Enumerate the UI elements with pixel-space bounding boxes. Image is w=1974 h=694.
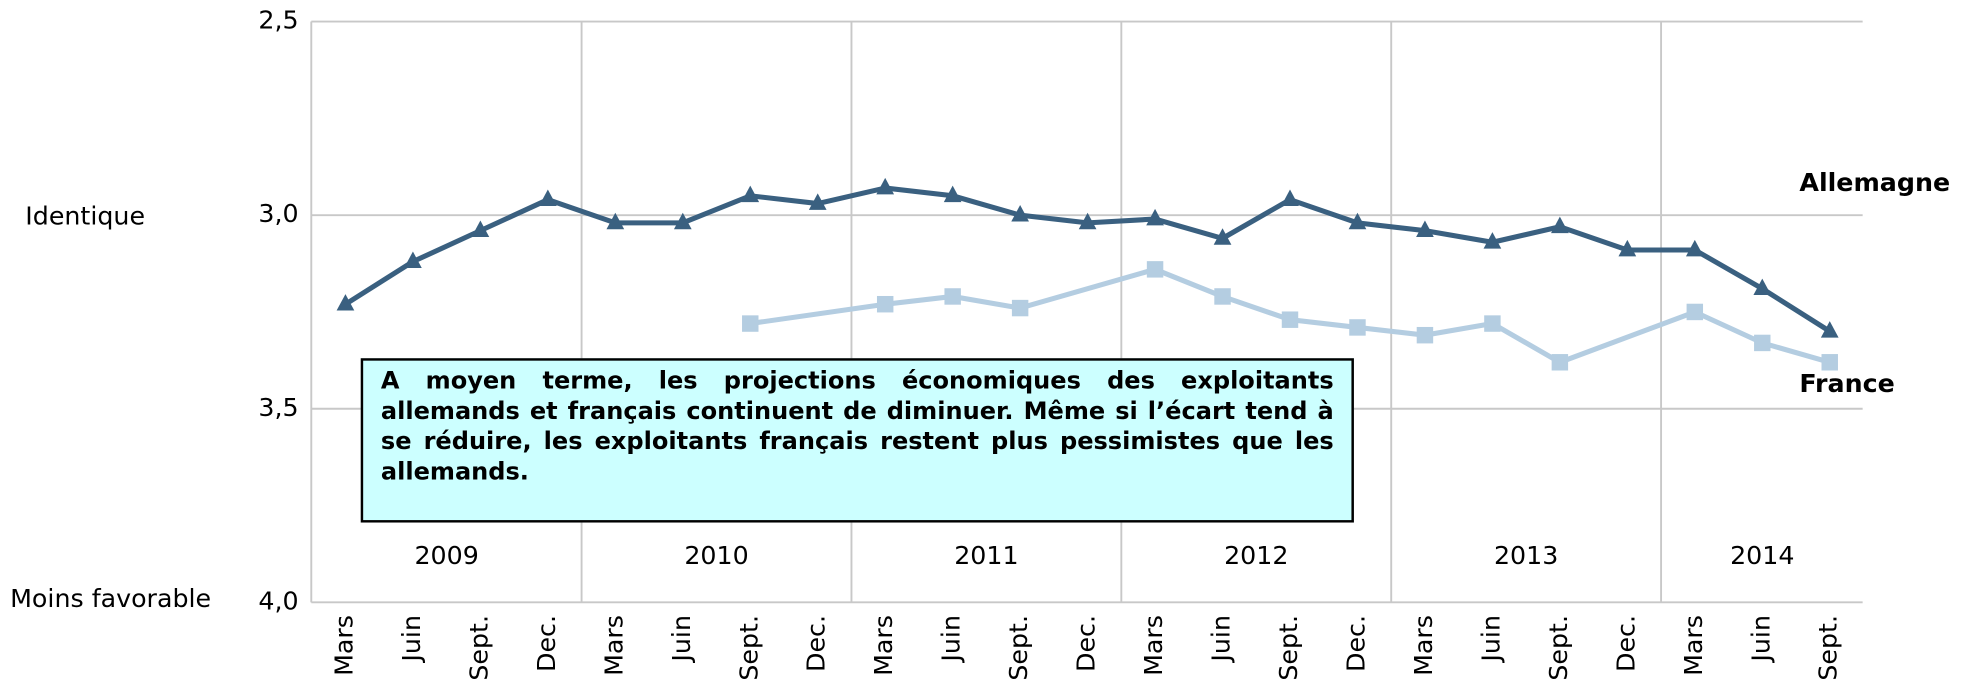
y-tick-label: 3,0	[258, 199, 298, 228]
x-tick-label: Juin	[937, 615, 966, 664]
marker	[742, 315, 759, 332]
marker	[1349, 319, 1366, 336]
marker	[1348, 212, 1367, 230]
x-tick-label: Mars	[1679, 615, 1708, 676]
x-tick-label: Sept.	[1544, 615, 1573, 681]
year-label: 2014	[1730, 541, 1794, 570]
marker	[1078, 212, 1097, 230]
marker	[1281, 311, 1299, 328]
marker	[876, 295, 894, 313]
x-tick-label: Sept.	[1274, 615, 1303, 681]
y-tick-label: 3,5	[258, 393, 298, 422]
x-tick-label: Mars	[869, 615, 898, 676]
x-tick-label: Dec.	[1611, 615, 1640, 672]
marker	[876, 177, 895, 195]
year-label: 2010	[684, 541, 748, 570]
x-tick-label: Juin	[667, 615, 696, 664]
marker	[1146, 208, 1164, 226]
x-tick-label: Mars	[599, 615, 628, 676]
y-side-label: Identique	[25, 202, 145, 231]
x-tick-label: Dec.	[802, 615, 831, 672]
x-tick-label: Juin	[1207, 615, 1236, 664]
marker	[1011, 205, 1029, 222]
x-tick-label: Mars	[1409, 615, 1438, 676]
y-side-label: Moins favorable	[10, 584, 211, 613]
marker	[1214, 288, 1231, 305]
marker	[336, 294, 355, 311]
marker	[606, 212, 625, 230]
x-tick-label: Mars	[1139, 615, 1168, 676]
marker	[1618, 239, 1637, 257]
marker	[1146, 261, 1164, 278]
annotation-box: A moyen terme, les projections économiqu…	[360, 358, 1354, 523]
marker	[1821, 354, 1838, 371]
y-tick-label: 4,0	[258, 586, 298, 615]
x-tick-label: Sept.	[464, 615, 493, 681]
x-tick-label: Mars	[329, 615, 358, 676]
marker	[404, 251, 422, 268]
marker	[1011, 299, 1029, 317]
marker	[741, 185, 760, 203]
marker	[808, 193, 827, 210]
x-tick-label: Dec.	[1072, 615, 1101, 672]
series-label: Allemagne	[1799, 168, 1950, 197]
marker	[1281, 189, 1299, 206]
x-tick-label: Sept.	[734, 615, 763, 681]
marker	[1551, 354, 1569, 371]
annotation: A moyen terme, les projections économiqu…	[360, 358, 1354, 523]
x-tick-label: Sept.	[1814, 615, 1843, 681]
y-tick-label: 2,5	[258, 6, 298, 35]
marker	[1483, 232, 1502, 249]
x-tick-label: Juin	[1746, 615, 1775, 664]
series-line	[344, 185, 1832, 334]
x-tick-label: Dec.	[532, 615, 561, 672]
marker	[673, 212, 692, 230]
marker	[944, 288, 961, 305]
x-tick-label: Sept.	[1004, 615, 1033, 681]
marker	[1753, 278, 1772, 296]
year-label: 2013	[1494, 541, 1558, 570]
year-label: 2012	[1224, 541, 1288, 570]
marker	[1551, 216, 1569, 234]
marker	[1686, 303, 1704, 321]
series-line	[749, 266, 1831, 366]
marker	[1213, 228, 1232, 245]
marker	[1416, 326, 1434, 344]
marker	[471, 220, 490, 237]
year-label: 2011	[954, 541, 1018, 570]
series-label: France	[1799, 369, 1894, 398]
marker	[538, 189, 557, 206]
marker	[1754, 334, 1771, 352]
marker	[1685, 239, 1704, 257]
x-tick-label: Dec.	[1341, 615, 1370, 672]
year-label: 2009	[414, 541, 478, 570]
marker	[1820, 321, 1839, 338]
marker	[1416, 220, 1434, 237]
marker	[1484, 315, 1501, 332]
marker	[943, 185, 962, 203]
x-tick-label: Juin	[397, 615, 426, 664]
x-tick-label: Juin	[1476, 615, 1505, 664]
